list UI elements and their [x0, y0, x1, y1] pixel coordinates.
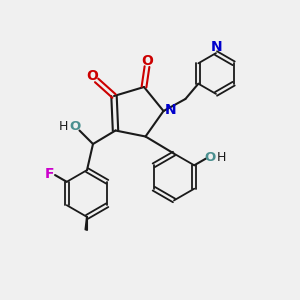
Text: O: O — [86, 69, 98, 83]
Text: O: O — [69, 119, 81, 133]
Text: H: H — [59, 119, 69, 133]
Text: H: H — [217, 152, 226, 164]
Text: N: N — [211, 40, 222, 54]
Text: N: N — [164, 103, 176, 117]
Text: O: O — [142, 54, 154, 68]
Text: F: F — [45, 167, 54, 182]
Text: O: O — [204, 152, 215, 164]
